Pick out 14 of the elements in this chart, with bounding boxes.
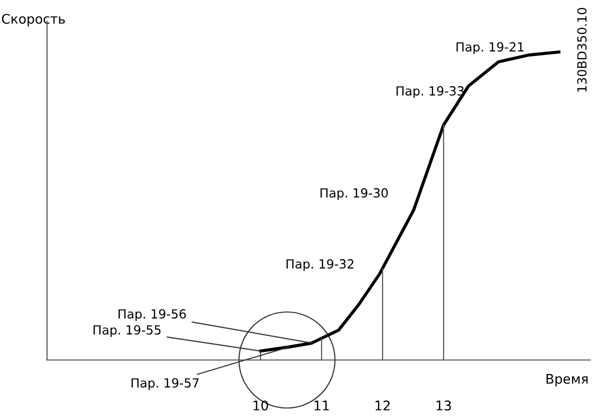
annotation: Пар. 19-21 [456,42,524,54]
y-axis-title: Скорость [2,14,65,26]
x-tick-label: 10 [254,400,268,410]
annotation: Пар. 19-56 [118,309,186,322]
x-tick-label: 11 [314,400,329,410]
annotation: Пар. 19-32 [286,259,354,272]
annotation: Пар. 19-55 [94,325,161,338]
annotation: Пар. 19-33 [396,86,464,98]
x-tick-label: 13 [436,400,451,410]
x-tick-label: 12 [376,400,390,410]
annotation: Пар. 19-30 [320,188,388,200]
x-axis-title: Время [546,374,588,386]
annotation: Пар. 19-57 [132,378,199,390]
annotation: 130BD350.10 [577,8,587,92]
